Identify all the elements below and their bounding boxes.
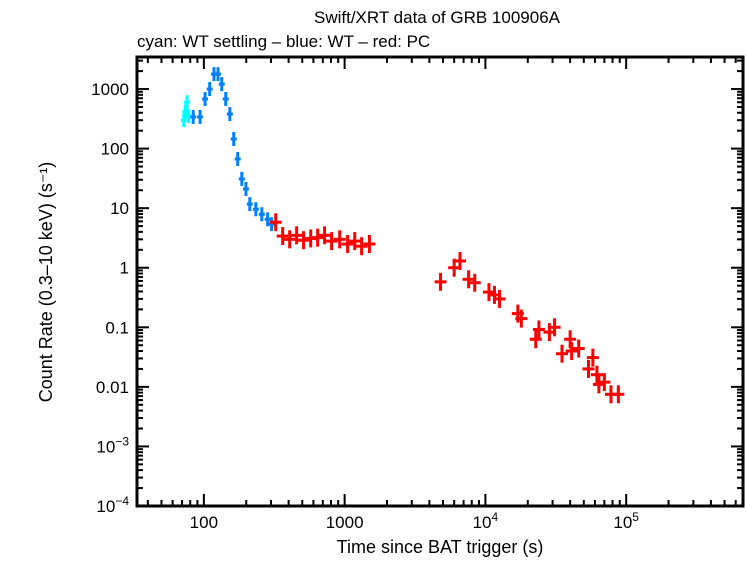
data-point — [434, 272, 447, 291]
data-point — [348, 232, 361, 251]
data-point — [230, 131, 237, 146]
y-tick-label: 1000 — [91, 80, 129, 99]
data-point — [341, 235, 354, 254]
y-tick-label: 0.01 — [96, 378, 129, 397]
data-point — [529, 330, 542, 349]
series-wt — [190, 67, 275, 232]
data-point — [202, 92, 209, 107]
chart-title: Swift/XRT data of GRB 100906A — [314, 8, 561, 27]
data-point — [246, 197, 253, 212]
data-point — [297, 231, 310, 250]
data-point — [252, 202, 259, 217]
data-point — [258, 207, 265, 222]
data-point — [468, 273, 481, 292]
data-point — [197, 109, 204, 124]
data-point — [180, 113, 187, 128]
data-point — [234, 151, 241, 166]
data-point — [355, 237, 368, 256]
data-point — [582, 359, 595, 378]
data-point — [238, 171, 245, 186]
y-tick-label: 1 — [120, 259, 129, 278]
data-point — [590, 365, 603, 384]
data-point — [206, 82, 213, 97]
data-point — [333, 230, 346, 249]
data-point — [598, 373, 611, 392]
data-point — [268, 217, 275, 232]
y-tick-label: 0.1 — [105, 318, 129, 337]
x-tick-label: 105 — [613, 510, 639, 532]
data-point — [555, 344, 568, 363]
y-tick-label: 100 — [101, 140, 129, 159]
data-point — [363, 235, 376, 254]
data-point — [184, 95, 191, 110]
data-point — [493, 289, 506, 308]
data-point — [565, 342, 578, 361]
chart-subtitle: cyan: WT settling – blue: WT – red: PC — [137, 32, 430, 51]
plot-frame — [135, 55, 745, 508]
data-point — [276, 227, 289, 246]
y-tick-label: 10−4 — [96, 494, 129, 516]
x-axis-label: Time since BAT trigger (s) — [337, 537, 544, 557]
y-tick-label: 10−3 — [96, 434, 129, 456]
data-point — [532, 320, 545, 339]
y-axis-label: Count Rate (0.3–10 keV) (s⁻¹) — [36, 162, 56, 403]
x-tick-label: 100 — [190, 513, 218, 532]
data-point — [264, 212, 271, 227]
data-point — [283, 230, 296, 249]
x-tick-label: 1000 — [326, 513, 364, 532]
data-point — [218, 77, 225, 92]
data-point — [515, 309, 528, 328]
data-point — [482, 283, 495, 302]
data-point — [290, 226, 303, 245]
data-point — [269, 213, 282, 232]
series-wt-settling — [180, 95, 192, 128]
data-point — [586, 348, 599, 367]
data-point — [190, 109, 197, 124]
data-point — [462, 270, 475, 289]
data-point — [222, 92, 229, 107]
data-point — [325, 232, 338, 251]
data-point — [453, 251, 466, 270]
data-point — [214, 67, 221, 82]
data-point — [242, 181, 249, 196]
data-point — [318, 226, 331, 245]
x-tick-label: 104 — [473, 510, 499, 532]
series-pc — [269, 213, 625, 404]
data-point — [311, 228, 324, 247]
data-point — [572, 339, 585, 358]
data-point — [564, 330, 577, 349]
data-point — [548, 318, 561, 337]
y-tick-label: 10 — [110, 199, 129, 218]
data-point — [612, 385, 625, 404]
data-point — [226, 107, 233, 122]
